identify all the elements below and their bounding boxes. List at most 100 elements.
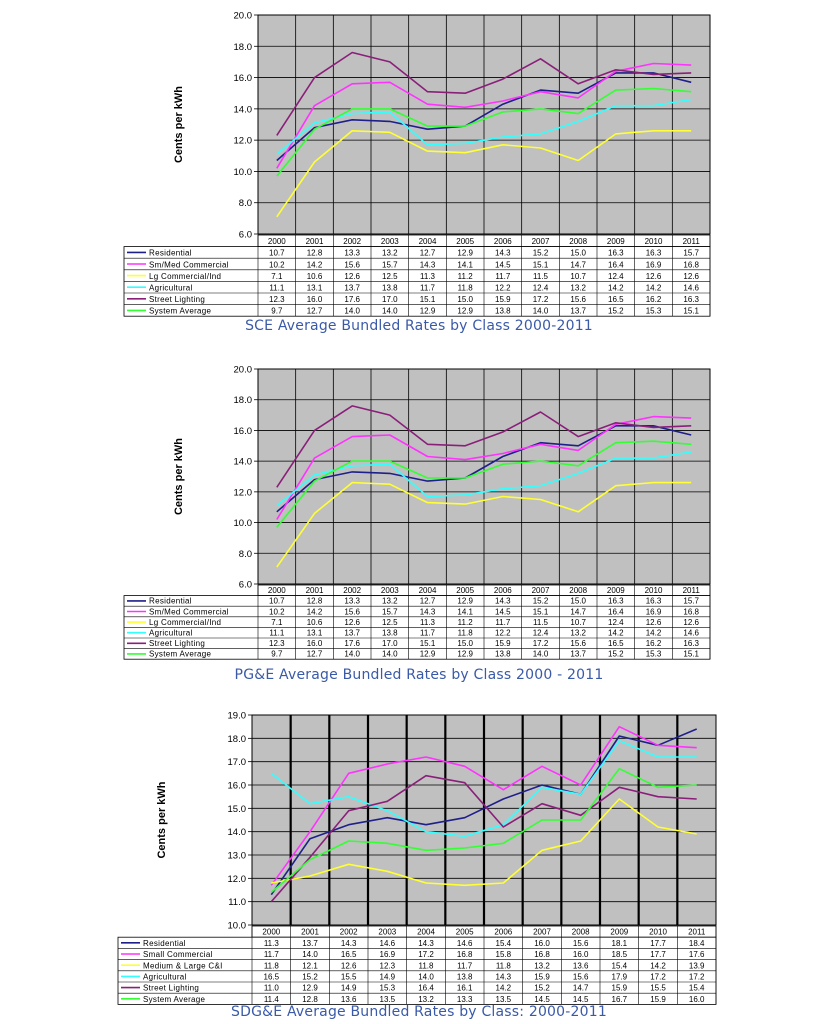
data-label: 15.3: [380, 984, 396, 993]
data-label: 15.9: [495, 295, 511, 304]
legend-entry: System Average: [143, 995, 206, 1004]
data-label: 12.6: [646, 618, 662, 627]
chart-title-sdge: SDG&E Average Bundled Rates by Class: 20…: [231, 1004, 607, 1020]
x-tick-label: 2010: [645, 237, 663, 246]
data-label: 16.0: [534, 939, 550, 948]
data-label: 16.3: [646, 597, 662, 606]
data-label: 11.1: [269, 629, 285, 638]
data-label: 13.5: [496, 995, 512, 1004]
data-label: 15.3: [646, 307, 662, 316]
data-label: 18.4: [689, 939, 705, 948]
data-label: 11.7: [495, 618, 511, 627]
data-label: 12.9: [302, 984, 318, 993]
y-axis-label: Cents per kWh: [156, 781, 168, 858]
data-label: 16.0: [307, 295, 323, 304]
y-tick-label: 15.0: [228, 804, 247, 815]
data-label: 9.7: [271, 307, 283, 316]
data-label: 15.2: [533, 597, 549, 606]
data-label: 15.9: [612, 984, 628, 993]
legend-entry: Lg Commercial/Ind: [149, 618, 221, 627]
data-label: 16.9: [380, 950, 396, 959]
data-label: 12.7: [307, 650, 323, 659]
x-tick-label: 2002: [343, 586, 361, 595]
data-label: 13.2: [382, 597, 398, 606]
data-label: 14.6: [683, 284, 699, 293]
y-tick-label: 11.0: [228, 897, 246, 908]
data-label: 11.8: [264, 961, 280, 970]
data-label: 16.7: [612, 995, 628, 1004]
data-label: 15.6: [344, 607, 360, 616]
x-tick-label: 2000: [262, 928, 280, 937]
series-line-2: [276, 481, 692, 568]
data-label: 10.7: [570, 272, 586, 281]
x-tick-label: 2000: [268, 237, 286, 246]
data-label: 15.2: [534, 984, 550, 993]
data-label: 15.4: [612, 961, 628, 970]
data-label: 14.5: [534, 995, 550, 1004]
y-tick-label: 12.0: [234, 487, 253, 498]
data-label: 12.6: [646, 272, 662, 281]
y-tick-label: 10.0: [234, 518, 253, 529]
data-label: 17.2: [533, 639, 549, 648]
data-label: 12.2: [495, 629, 511, 638]
data-label: 18.5: [612, 950, 628, 959]
data-label: 15.7: [382, 260, 398, 269]
data-label: 13.7: [570, 307, 586, 316]
legend-entry: Residential: [149, 249, 192, 258]
data-label: 15.3: [646, 650, 662, 659]
data-label: 12.9: [457, 249, 473, 258]
series-line-4: [276, 51, 692, 136]
data-label: 13.1: [307, 284, 323, 293]
y-tick-label: 20.0: [234, 365, 253, 376]
data-label: 15.4: [496, 939, 512, 948]
data-label: 16.0: [307, 639, 323, 648]
data-label: 14.3: [341, 939, 357, 948]
data-label: 14.7: [570, 607, 586, 616]
data-label: 11.7: [420, 629, 436, 638]
data-label: 10.7: [570, 618, 586, 627]
data-label: 11.5: [533, 618, 549, 627]
data-label: 15.6: [573, 939, 589, 948]
y-tick-label: 18.0: [234, 42, 253, 53]
legend-entry: Sm/Med Commercial: [149, 607, 229, 616]
y-tick-label: 12.0: [228, 874, 247, 885]
data-label: 16.8: [534, 950, 550, 959]
x-tick-label: 2005: [456, 237, 474, 246]
data-label: 14.3: [420, 260, 436, 269]
x-tick-label: 2008: [572, 928, 590, 937]
data-label: 12.6: [344, 272, 360, 281]
legend-entry: Sm/Med Commercial: [149, 260, 229, 269]
x-tick-label: 2006: [494, 237, 512, 246]
data-label: 15.1: [533, 607, 549, 616]
data-label: 12.7: [420, 249, 436, 258]
data-label: 12.8: [302, 995, 318, 1004]
data-label: 16.2: [646, 295, 662, 304]
data-label: 14.5: [495, 607, 511, 616]
data-label: 11.3: [420, 618, 436, 627]
series-line-4: [270, 774, 697, 903]
x-tick-label: 2005: [456, 586, 474, 595]
data-label: 17.2: [650, 973, 666, 982]
x-tick-label: 2005: [456, 928, 474, 937]
legend-entry: Lg Commercial/Ind: [149, 272, 221, 281]
y-tick-label: 20.0: [234, 11, 253, 22]
data-label: 12.6: [683, 618, 699, 627]
data-label: 17.0: [382, 639, 398, 648]
data-label: 10.2: [269, 607, 285, 616]
y-tick-label: 17.0: [228, 757, 247, 768]
legend-entry: Agricultural: [149, 629, 193, 638]
data-label: 16.5: [341, 950, 357, 959]
data-label: 17.9: [612, 973, 628, 982]
y-tick-label: 14.0: [234, 104, 253, 115]
legend-entry: Agricultural: [143, 973, 187, 982]
series-line-4: [276, 405, 692, 488]
chart-title-sce: SCE Average Bundled Rates by Class 2000-…: [245, 318, 593, 334]
data-label: 16.3: [646, 249, 662, 258]
x-tick-label: 2003: [378, 928, 396, 937]
x-tick-label: 2008: [569, 237, 587, 246]
data-label: 14.6: [457, 939, 473, 948]
legend-entry: Street Lighting: [149, 295, 205, 304]
chart-1: 6.0 8.0 10.0 12.0 14.0 16.0 18.0 20.0 Cents per …: [123, 365, 711, 660]
data-label: 16.4: [608, 607, 624, 616]
